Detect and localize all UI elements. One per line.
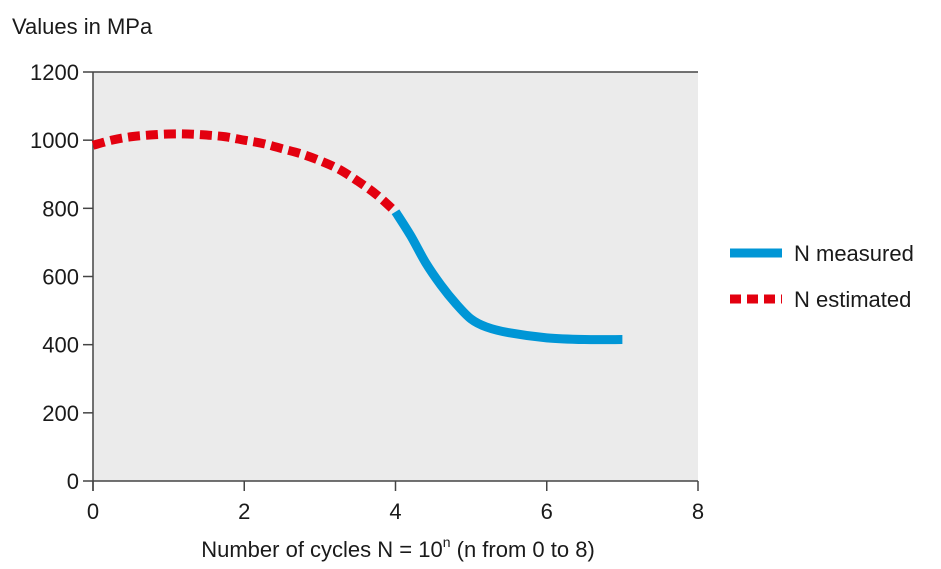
x-axis-title-main: Number of cycles N = 10 [201,537,442,562]
y-tick-label: 200 [42,401,79,426]
x-axis-title-superscript: n [443,534,451,550]
x-tick-label: 2 [238,499,250,524]
legend-label-measured: N measured [794,241,914,266]
y-tick-label: 0 [67,469,79,494]
series-line-estimated [91,129,399,216]
y-tick-label: 600 [42,265,79,290]
x-axis-title: Number of cycles N = 10n (n from 0 to 8) [201,534,595,562]
y-axis-title: Values in MPa [12,14,153,39]
x-tick-label: 4 [389,499,401,524]
x-tick-label: 8 [692,499,704,524]
legend-label-estimated: N estimated [794,287,911,312]
series-layer [91,129,623,345]
x-axis-title-tail: (n from 0 to 8) [451,537,595,562]
x-axis-ticks: 0 2 4 6 8 [87,481,704,524]
series-line-measured [391,209,623,345]
legend: N measured N estimated [730,241,914,312]
plot-area [93,72,698,481]
y-tick-label: 800 [42,196,79,221]
y-tick-label: 400 [42,333,79,358]
x-tick-label: 6 [541,499,553,524]
x-tick-label: 0 [87,499,99,524]
y-axis-ticks: 0 200 400 600 800 1000 1200 [30,60,93,494]
y-tick-label: 1200 [30,60,79,85]
y-tick-label: 1000 [30,128,79,153]
